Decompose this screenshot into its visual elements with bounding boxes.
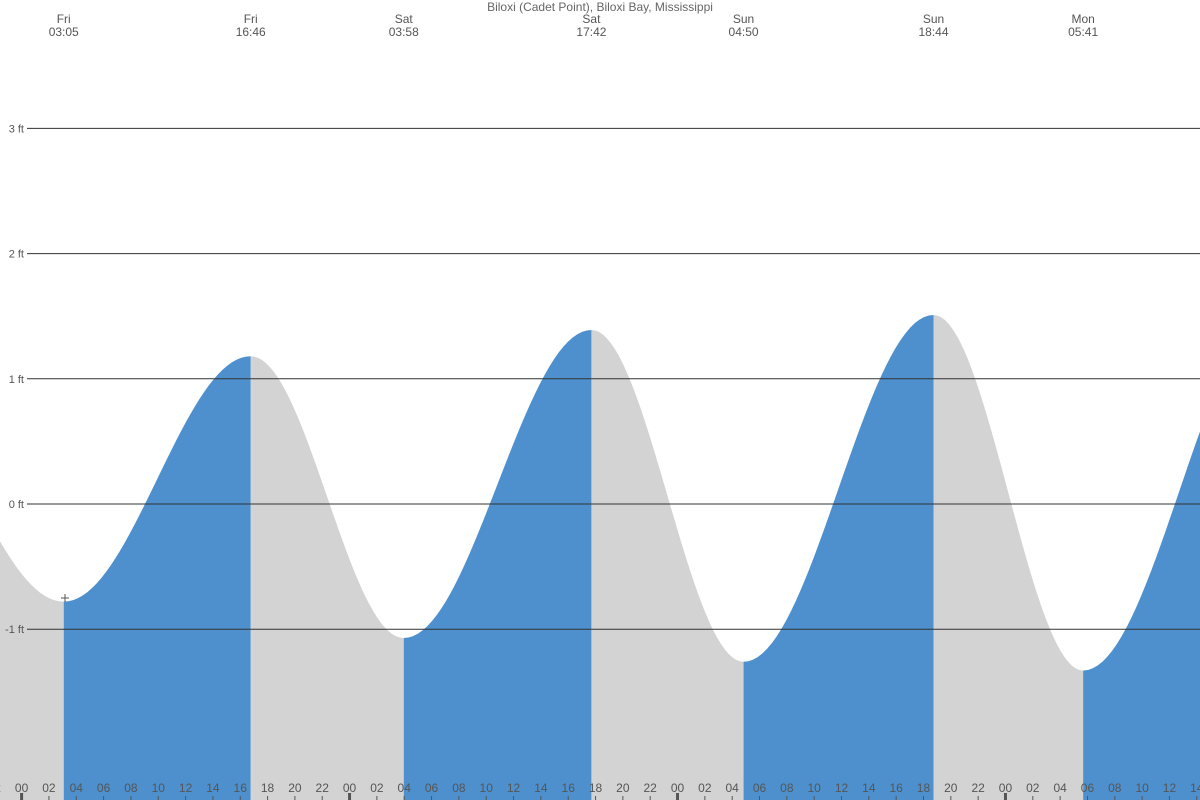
y-tick-label: -1 ft [5,624,24,636]
chart-title: Biloxi (Cadet Point), Biloxi Bay, Missis… [487,0,713,14]
hour-label: 08 [1108,781,1122,795]
hour-label: 00 [671,781,685,795]
tide-area-layer [0,314,1200,800]
hour-label: 08 [124,781,138,795]
event-time: 03:05 [49,25,79,39]
hour-label: 08 [780,781,794,795]
event-time: 03:58 [389,25,419,39]
hour-labels: 20 22 00 02 04 06 08 10 12 14 16 18 20 22 00 02 04 06 08 10… [0,781,1200,795]
hour-label: 06 [425,781,439,795]
hour-label: 02 [1026,781,1040,795]
rising-tide-segment [403,329,592,800]
hour-label: 04 [1053,781,1067,795]
falling-tide-segment [250,356,404,800]
event-time: 18:44 [918,25,948,39]
rising-tide-segment [63,356,251,800]
hour-label: 16 [889,781,903,795]
hour-label: 16 [234,781,248,795]
event-time: 17:42 [576,25,606,39]
falling-tide-segment [591,329,744,800]
falling-tide-segment [933,314,1084,800]
hour-label: 02 [698,781,712,795]
hour-label: 12 [835,781,849,795]
y-tick-label: 0 ft [9,499,24,511]
y-tick-label: 3 ft [9,123,24,135]
hour-label: 12 [179,781,193,795]
hour-label: 18 [589,781,603,795]
hour-label: 06 [1081,781,1095,795]
hour-label: 04 [726,781,740,795]
hour-label: 22 [0,781,1,795]
event-day: Sun [923,12,944,26]
event-day: Fri [244,12,258,26]
hour-label: 10 [152,781,166,795]
hour-label: 10 [807,781,821,795]
tide-event-labels: Fri03:05Fri16:46Sat03:58Sat17:42Sun04:50… [49,12,1099,39]
falling-tide-segment [0,541,64,800]
hour-label: 18 [261,781,275,795]
hour-label: 22 [316,781,330,795]
hour-label: 00 [999,781,1013,795]
hour-label: 20 [288,781,302,795]
event-day: Mon [1071,12,1094,26]
hour-label: 06 [97,781,111,795]
hour-label: 14 [206,781,220,795]
hour-label: 12 [507,781,521,795]
hour-label: 20 [616,781,630,795]
hour-label: 18 [917,781,931,795]
event-day: Fri [57,12,71,26]
hour-label: 04 [70,781,84,795]
hour-label: 08 [452,781,466,795]
hour-label: 20 [944,781,958,795]
hour-label: 10 [480,781,494,795]
rising-tide-segment [1083,431,1200,800]
hour-label: 14 [1190,781,1200,795]
hour-label: 22 [644,781,658,795]
gridlines: 3 ft 2 ft 1 ft 0 ft -1 ft [5,123,1200,636]
hour-label: 04 [398,781,412,795]
hour-label: 00 [15,781,29,795]
hour-tick-marks [20,793,1198,800]
hour-label: 06 [753,781,767,795]
hour-label: 14 [534,781,548,795]
hour-label: 02 [42,781,56,795]
hour-label: 02 [370,781,384,795]
event-day: Sat [582,12,601,26]
event-time: 04:50 [729,25,759,39]
hour-label: 00 [343,781,357,795]
event-time: 05:41 [1068,25,1098,39]
event-time: 16:46 [236,25,266,39]
y-tick-label: 2 ft [9,249,24,261]
y-tick-label: 1 ft [9,374,24,386]
hour-label: 12 [1163,781,1177,795]
hour-label: 14 [862,781,876,795]
event-day: Sun [733,12,754,26]
rising-tide-segment [743,314,934,800]
hour-label: 22 [971,781,985,795]
event-day: Sat [395,12,414,26]
hour-label: 10 [1135,781,1149,795]
hour-label: 16 [562,781,576,795]
current-time-marker [61,594,69,602]
